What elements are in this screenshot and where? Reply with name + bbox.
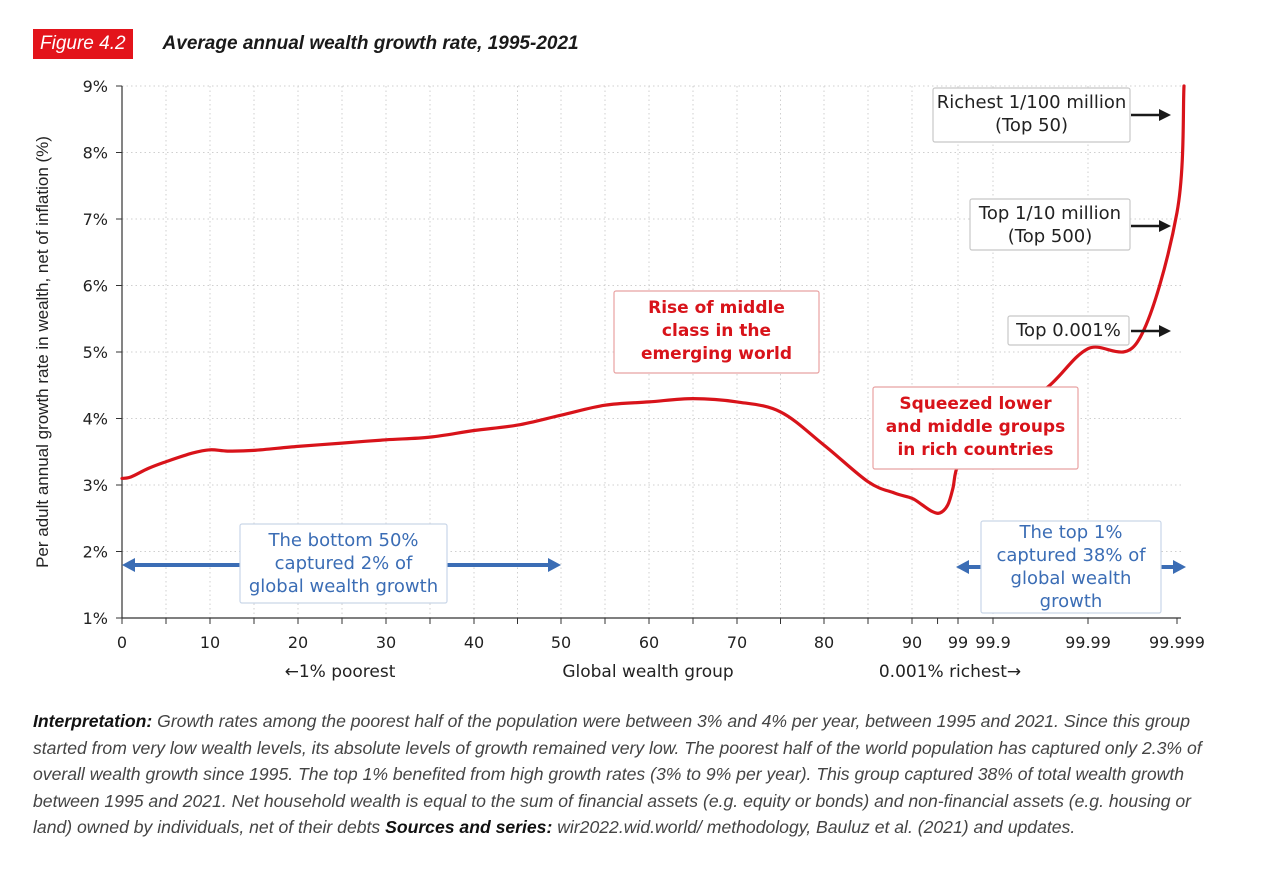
y-ticks: 1% 2% 3% 4% 5% 6% 7% 8% 9%	[83, 77, 122, 628]
sources-text: wir2022.wid.world/ methodology, Bauluz e…	[557, 817, 1076, 837]
annotation-box	[1007, 315, 1130, 346]
annotation-box	[932, 87, 1131, 143]
annotation-text: in rich countries	[897, 440, 1053, 460]
annotation-text: Squeezed lower	[899, 394, 1052, 414]
annotation-text: captured 2% of	[275, 553, 413, 574]
annotation-box	[613, 290, 820, 374]
y-tick-label: 3%	[83, 476, 108, 495]
x-tick-label: 99	[948, 633, 968, 652]
x-tick-label: 50	[551, 633, 571, 652]
x-tick-label: 20	[288, 633, 308, 652]
annotation-box	[980, 520, 1162, 614]
x-tick-label: 30	[376, 633, 396, 652]
annotation-5: Richest 1/100 million(Top 50)	[932, 87, 1131, 143]
annotation-6: Top 1/10 million(Top 500)	[969, 198, 1131, 251]
annotation-text: Top 0.001%	[1015, 320, 1121, 341]
annotation-text: Rise of middle	[648, 298, 785, 318]
pointer-arrow-head	[1159, 109, 1171, 121]
y-tick-label: 4%	[83, 410, 108, 429]
pointer-arrow-head	[1159, 220, 1171, 232]
annotation-text: class in the	[662, 321, 771, 341]
top1-arrow-head-left	[956, 560, 969, 574]
chart: 1% 2% 3% 4% 5% 6% 7% 8% 9% 0 10 20 30 40 50 60 70 80 90 99…	[33, 77, 1205, 682]
x-sub-label-right: 0.001% richest→	[879, 662, 1021, 682]
figure-header: Figure 4.2 Average annual wealth growth …	[33, 28, 579, 60]
annotation-box	[969, 198, 1131, 251]
bottom50-arrow-head-left	[122, 558, 135, 572]
annotation-text: (Top 50)	[995, 115, 1068, 136]
annotation-text: emerging world	[641, 344, 792, 364]
x-tick-label: 99.99	[1065, 633, 1111, 652]
x-axis-label: Global wealth group	[562, 662, 733, 682]
y-tick-label: 9%	[83, 77, 108, 96]
x-tick-label: 80	[814, 633, 834, 652]
interpretation-note: Interpretation: Growth rates among the p…	[33, 708, 1233, 841]
sources-label: Sources and series:	[385, 817, 553, 837]
interpretation-text: Growth rates among the poorest half of t…	[33, 711, 1202, 837]
y-tick-label: 5%	[83, 343, 108, 362]
y-tick-label: 6%	[83, 277, 108, 296]
figure-title: Average annual wealth growth rate, 1995-…	[162, 33, 579, 54]
x-ticks: 0 10 20 30 40 50 60 70 80 90 99 99.9 99.99 99.999	[117, 618, 1205, 652]
annotation-text: growth	[1040, 591, 1103, 612]
figure-badge: Figure 4.2	[33, 29, 133, 59]
x-tick-label: 60	[639, 633, 659, 652]
bottom50-arrow-head-right	[548, 558, 561, 572]
annotation-text: (Top 500)	[1008, 226, 1093, 247]
top1-arrow-head-right	[1173, 560, 1186, 574]
x-tick-label: 0	[117, 633, 127, 652]
annotation-text: global wealth	[1011, 568, 1132, 589]
annotation-text: global wealth growth	[249, 576, 438, 597]
annotation-7: Top 0.001%	[1007, 315, 1130, 346]
interpretation-label: Interpretation:	[33, 711, 153, 731]
x-sub-label-left: ←1% poorest	[285, 662, 396, 682]
y-tick-label: 2%	[83, 543, 108, 562]
annotation-2: Squeezed lower and middle groups in rich c…	[872, 386, 1079, 470]
x-tick-label: 70	[727, 633, 747, 652]
x-tick-label: 90	[902, 633, 922, 652]
y-tick-label: 1%	[83, 609, 108, 628]
pointer-arrow-head	[1159, 325, 1171, 337]
annotation-text: captured 38% of	[996, 545, 1146, 566]
annotation-box	[872, 386, 1079, 470]
x-tick-label: 99.9	[975, 633, 1011, 652]
annotation-text: The top 1%	[1019, 522, 1123, 543]
annotation-text: Richest 1/100 million	[937, 92, 1127, 113]
annotations: Rise of middle class in the emerging world…	[239, 87, 1162, 614]
x-tick-label: 10	[200, 633, 220, 652]
y-tick-label: 7%	[83, 210, 108, 229]
x-tick-label: 99.999	[1149, 633, 1205, 652]
annotation-box	[239, 523, 448, 604]
annotation-text: The bottom 50%	[267, 530, 418, 551]
annotation-text: Top 1/10 million	[978, 203, 1121, 224]
annotation-text: and middle groups	[886, 417, 1065, 437]
y-axis-label: Per adult annual growth rate in wealth, …	[33, 136, 52, 568]
x-tick-label: 40	[464, 633, 484, 652]
annotation-1: Rise of middle class in the emerging world	[613, 290, 820, 374]
y-tick-label: 8%	[83, 144, 108, 163]
